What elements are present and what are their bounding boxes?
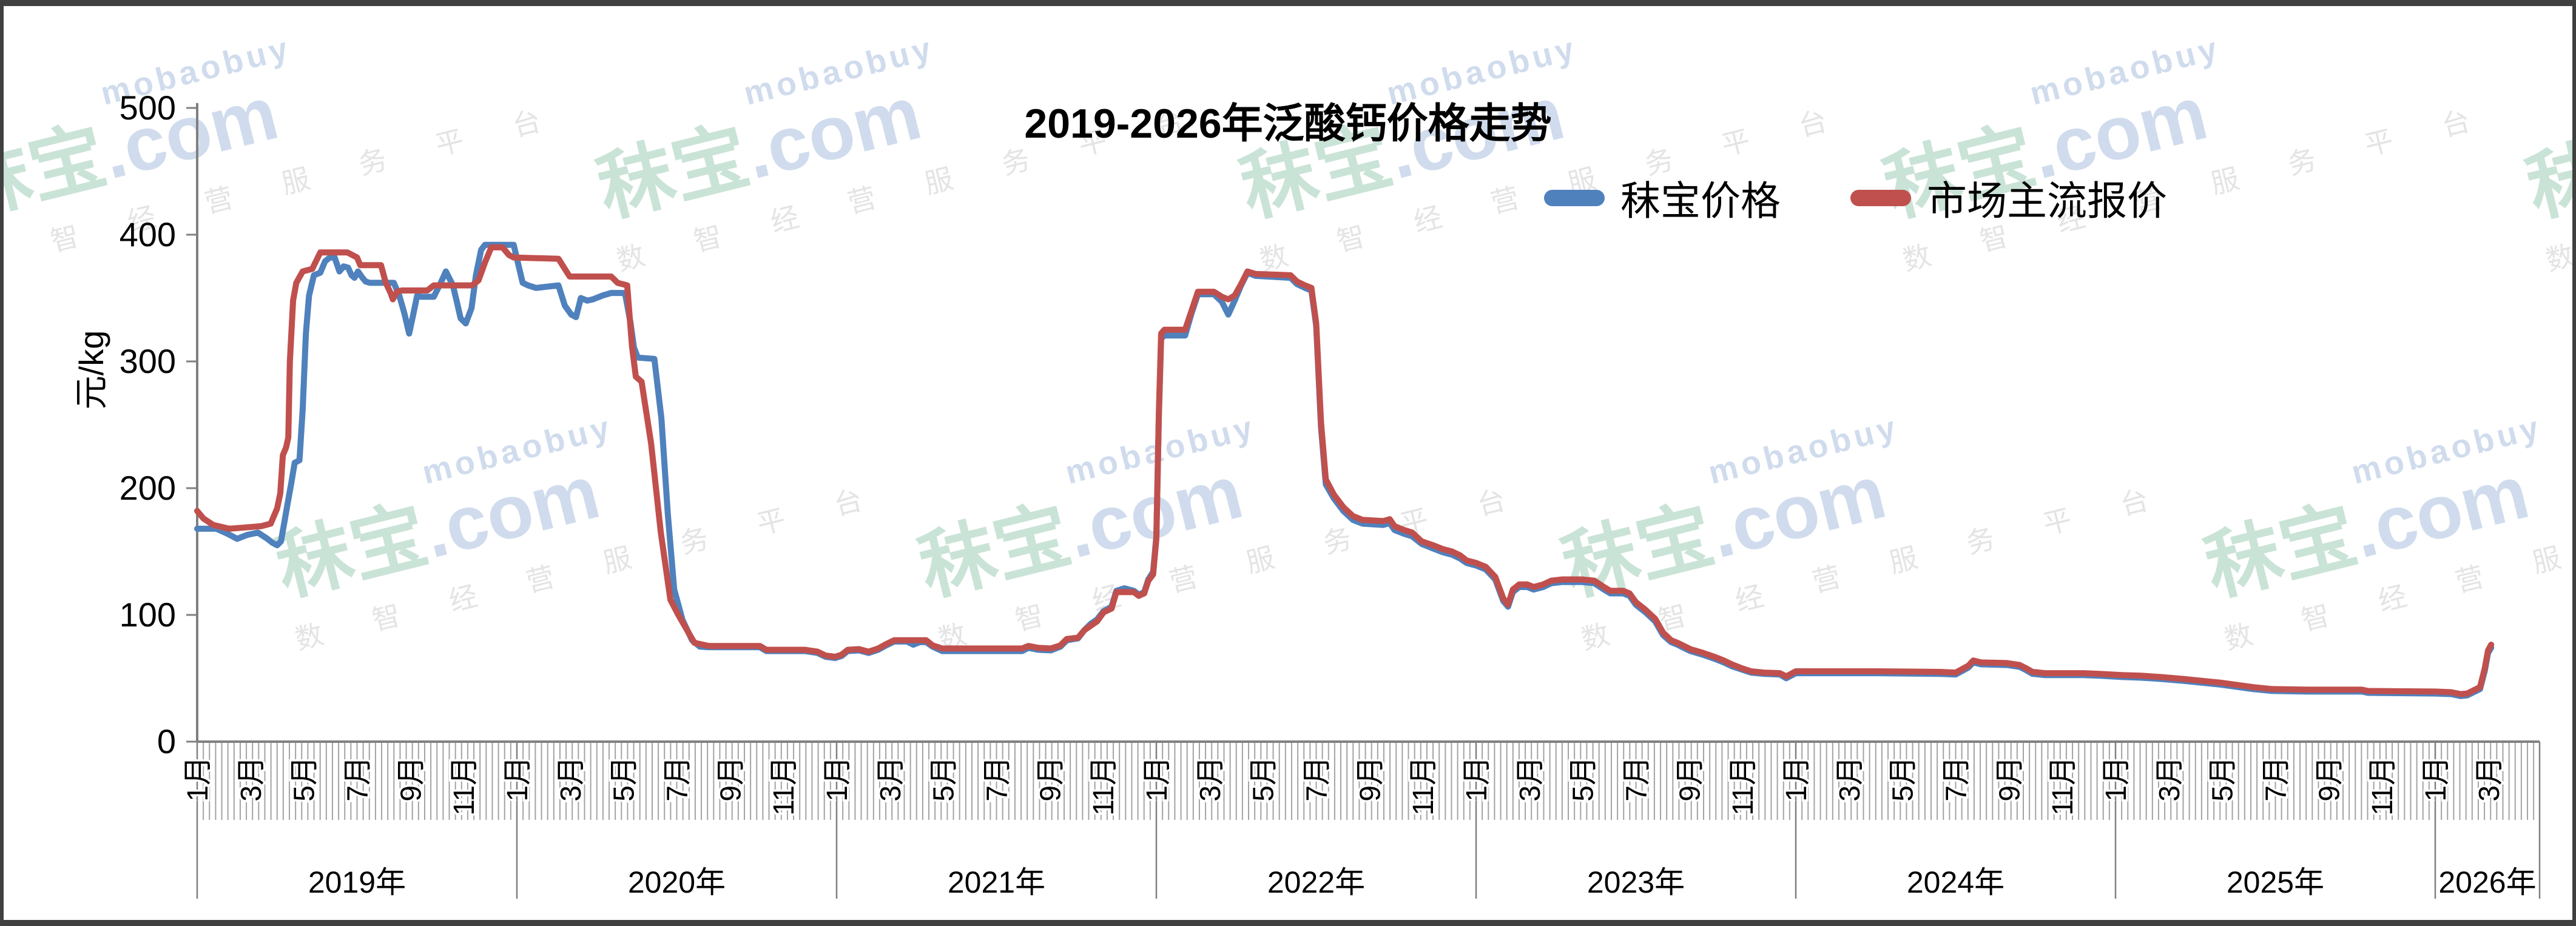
x-month-label: 5月 [1568,756,1600,802]
x-month-label: 9月 [395,756,427,802]
x-month-label: 3月 [555,756,587,802]
x-month-label: 7月 [662,756,694,802]
legend-label-mobao-price: 秣宝价格 [1620,178,1781,223]
page-edge-right [2572,0,2576,926]
x-month-label: 7月 [1301,756,1334,802]
x-month-label: 9月 [1034,756,1067,802]
y-tick-label: 200 [120,469,176,507]
legend-label-market-quote: 市场主流报价 [1927,178,2167,223]
x-month-label: 11月 [1408,756,1440,816]
x-month-label: 7月 [982,756,1014,802]
x-month-label: 11月 [1727,756,1759,816]
x-month-label: 1月 [821,756,854,802]
x-month-label: 7月 [2261,756,2293,802]
x-month-label: 3月 [235,756,268,802]
page-edge-bottom [0,920,2576,926]
x-month-label: 5月 [928,756,960,802]
y-tick-label: 500 [120,89,176,127]
x-month-label: 11月 [448,756,480,816]
x-month-label: 9月 [2313,756,2345,802]
legend-item-mobao-price: 秣宝价格 [1544,169,1781,227]
y-tick-label: 100 [120,596,176,634]
x-month-label: 7月 [342,756,374,802]
x-month-label: 11月 [2047,756,2079,816]
x-month-label: 11月 [768,756,800,816]
legend-item-market-quote: 市场主流报价 [1850,169,2167,227]
x-month-label: 5月 [2207,756,2239,802]
x-year-label: 2026年 [2438,865,2536,899]
x-month-label: 3月 [1514,756,1546,802]
x-month-label: 3月 [2154,756,2186,802]
x-month-label: 11月 [1088,756,1120,816]
x-year-label: 2022年 [1267,865,1365,899]
x-month-label: 5月 [1248,756,1280,802]
chart-legend: 秣宝价格 市场主流报价 [1544,169,2167,227]
x-month-label: 3月 [875,756,907,802]
chart-title: 2019-2026年泛酸钙价格走势 [1024,101,1552,147]
x-month-label: 9月 [1354,756,1386,802]
page-edge-left [0,0,4,926]
x-month-label: 1月 [1141,756,1173,802]
x-month-label: 7月 [1621,756,1653,802]
y-tick-label: 300 [120,342,176,380]
y-axis-title: 元/kg [72,330,110,410]
y-tick-label: 0 [157,722,176,760]
x-year-label: 2021年 [948,865,1045,899]
x-month-label: 5月 [609,756,641,802]
x-month-label: 1月 [1461,756,1493,802]
x-year-label: 2019年 [308,865,406,899]
x-month-label: 1月 [2420,756,2452,802]
x-year-label: 2024年 [1907,865,2004,899]
x-month-label: 9月 [1674,756,1706,802]
x-month-label: 1月 [502,756,534,802]
x-month-label: 1月 [182,756,214,802]
x-month-label: 3月 [1195,756,1227,802]
x-month-label: 3月 [2473,756,2506,802]
x-month-label: 7月 [1941,756,1973,802]
legend-swatch-red [1850,189,1911,206]
x-year-label: 2023年 [1587,865,1685,899]
x-year-label: 2025年 [2227,865,2324,899]
legend-swatch-blue [1544,189,1605,206]
x-month-label: 11月 [2367,756,2399,816]
x-month-label: 5月 [289,756,321,802]
x-year-label: 2020年 [628,865,726,899]
x-month-label: 1月 [2100,756,2133,802]
series-line-market-quote [194,244,2495,697]
x-month-label: 5月 [1887,756,1920,802]
y-tick-label: 400 [120,215,176,253]
page-edge-top [0,0,2576,6]
x-month-label: 3月 [1834,756,1866,802]
x-month-label: 1月 [1781,756,1813,802]
x-month-label: 9月 [715,756,747,802]
series-line-mobao-price [194,241,2495,699]
x-month-label: 9月 [1994,756,2026,802]
